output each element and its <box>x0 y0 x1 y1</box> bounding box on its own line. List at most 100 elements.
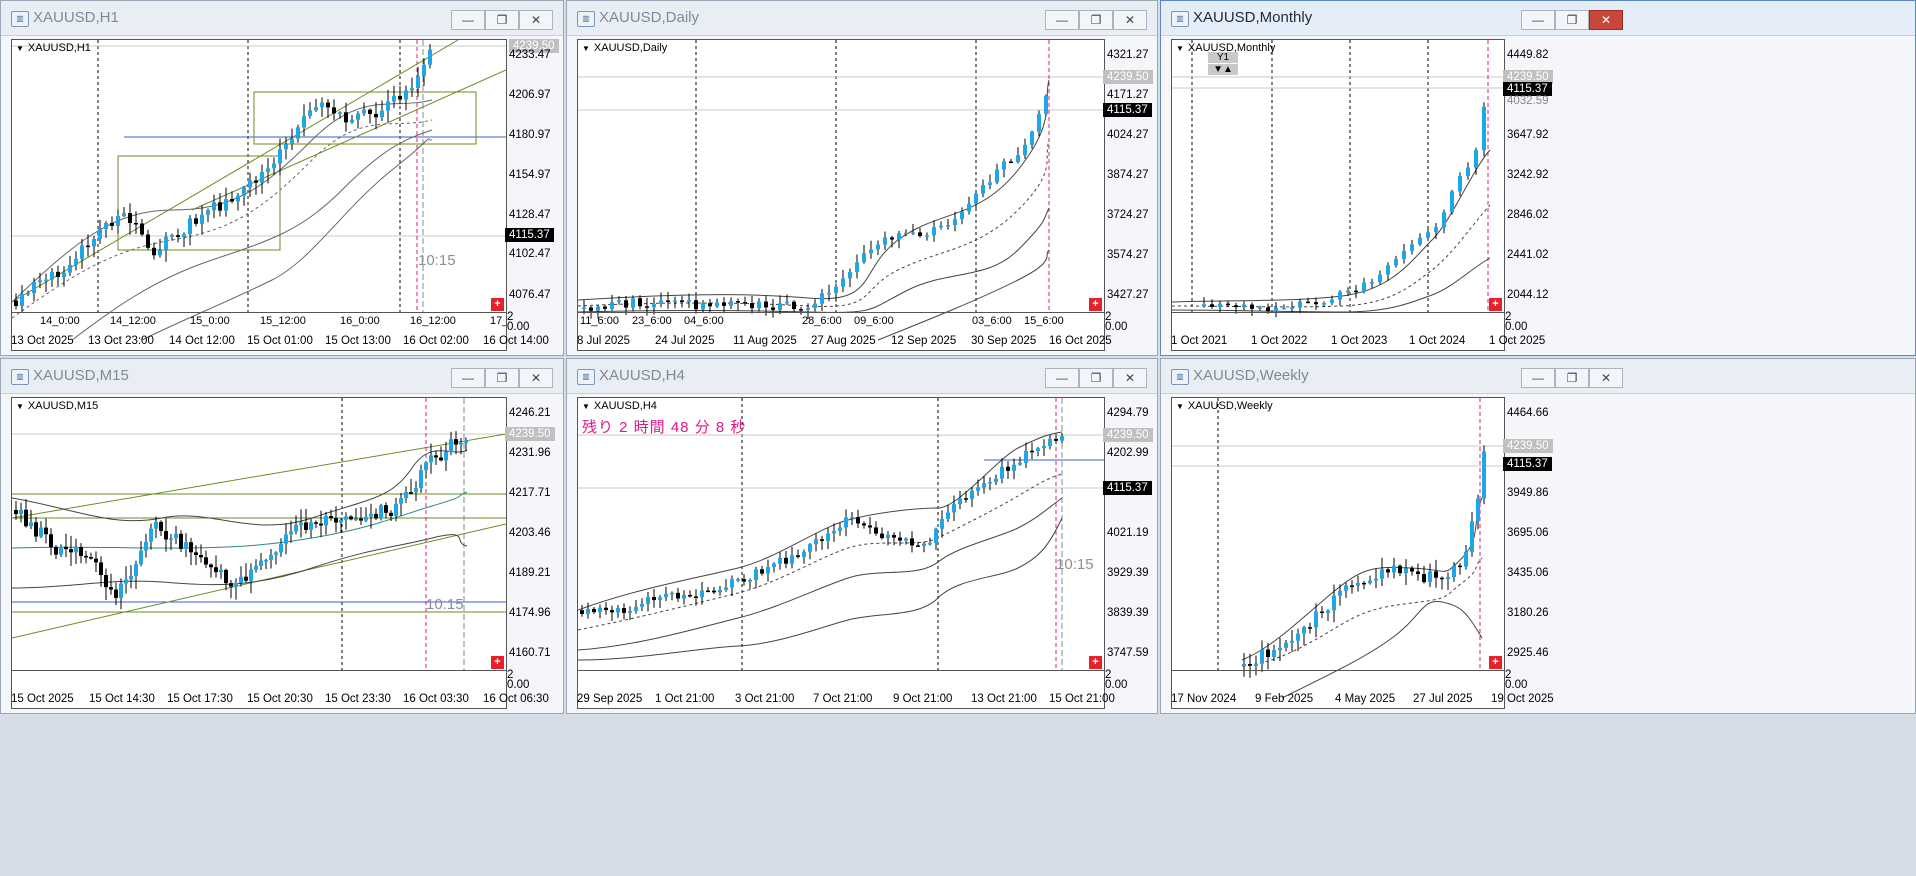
price-label: 4024.27 <box>1107 129 1149 141</box>
chart-symbol-label[interactable]: ▼ XAUUSD,Weekly <box>1176 400 1273 412</box>
price-axis[interactable]: 4321.27 4239.50 4171.27 4115.37 4024.27 … <box>1103 39 1159 349</box>
candle-body <box>338 112 342 114</box>
close-button[interactable]: ✕ <box>1589 368 1623 388</box>
candle-body <box>736 301 740 303</box>
window-titlebar[interactable]: ▥ XAUUSD,H1 — ❐ ✕ <box>1 1 563 36</box>
chart-window-monthly[interactable]: ▥ XAUUSD,Monthly — ❐ ✕ ▼ XAUUSD,Monthly Y… <box>1160 0 1916 356</box>
add-indicator-icon[interactable]: + <box>1489 298 1502 311</box>
candle-body <box>392 95 396 102</box>
close-button[interactable]: ✕ <box>1113 368 1147 388</box>
maximize-button[interactable]: ❐ <box>1079 368 1113 388</box>
price-axis[interactable]: 4246.21 4239.50 4231.96 4217.71 4203.46 … <box>505 397 565 707</box>
bid-price-tag: 4239.50 <box>1503 70 1553 84</box>
price-label: 3242.92 <box>1507 169 1549 181</box>
candle-body <box>918 232 922 237</box>
add-indicator-icon[interactable]: + <box>1089 298 1102 311</box>
add-indicator-icon[interactable]: + <box>491 298 504 311</box>
candle-body <box>236 195 240 202</box>
chart-plot-area[interactable]: ▼ XAUUSD,Weekly + <box>1171 397 1505 709</box>
candle-body <box>624 300 628 308</box>
close-button[interactable]: ✕ <box>519 368 553 388</box>
sub-window-axis <box>12 670 506 691</box>
minimize-button[interactable]: — <box>1045 10 1079 30</box>
price-label: 3695.06 <box>1507 527 1549 539</box>
sub-time-label: 09_6:00 <box>854 315 894 327</box>
candle-body <box>140 223 144 235</box>
price-label: 4217.71 <box>509 487 551 499</box>
add-indicator-icon[interactable]: + <box>1089 656 1102 669</box>
candle-body <box>434 455 438 458</box>
maximize-button[interactable]: ❐ <box>485 10 519 30</box>
candle-body <box>1422 574 1426 583</box>
candle-body <box>56 271 60 277</box>
minimize-button[interactable]: — <box>1045 368 1079 388</box>
chart-plot-area[interactable]: ▼ XAUUSD,H1 10:15 + 14_0:00 14_12:00 15_0… <box>11 39 507 351</box>
sub-zero-label: 0.00 <box>1505 321 1528 333</box>
maximize-button[interactable]: ❐ <box>1555 368 1589 388</box>
candle-body <box>239 576 243 583</box>
candle-body <box>399 498 403 504</box>
chart-window-h4[interactable]: ▥ XAUUSD,H4 — ❐ ✕ ▼ XAUUSD,H4 残り 2 時間 48 … <box>566 358 1158 714</box>
candle-body <box>1374 578 1378 581</box>
window-titlebar[interactable]: ▥ XAUUSD,Daily — ❐ ✕ <box>567 1 1157 36</box>
add-indicator-icon[interactable]: + <box>491 656 504 669</box>
chart-plot-area[interactable]: ▼ XAUUSD,Daily + 11_6:00 23_6:00 04_6:00 … <box>577 39 1105 351</box>
chart-plot-area[interactable]: ▼ XAUUSD,Monthly Y1 ▼▲ + <box>1171 39 1505 351</box>
window-titlebar[interactable]: ▥ XAUUSD,H4 — ❐ ✕ <box>567 359 1157 394</box>
price-axis[interactable]: 4294.79 4239.50 4202.99 4115.37 4021.19 … <box>1103 397 1159 707</box>
close-button[interactable]: ✕ <box>519 10 553 30</box>
chart-symbol-label[interactable]: ▼ XAUUSD,Daily <box>582 42 668 54</box>
minimize-button[interactable]: — <box>1521 368 1555 388</box>
candle-body <box>682 594 686 599</box>
candle-body <box>1398 565 1402 574</box>
period-separator-widget[interactable]: Y1 ▼▲ <box>1208 52 1238 76</box>
candle-body <box>364 516 368 521</box>
add-indicator-icon[interactable]: + <box>1489 656 1502 669</box>
chart-plot-area[interactable]: ▼ XAUUSD,M15 10:15 + <box>11 397 507 709</box>
chart-symbol-label[interactable]: ▼ XAUUSD,H4 <box>582 400 657 412</box>
chart-window-weekly[interactable]: ▥ XAUUSD,Weekly — ❐ ✕ ▼ XAUUSD,Weekly + 4… <box>1160 358 1916 714</box>
candle-body <box>1044 95 1048 115</box>
candle-body <box>592 608 596 613</box>
chart-window-m15[interactable]: ▥ XAUUSD,M15 — ❐ ✕ ▼ XAUUSD,M15 10:15 + <box>0 358 564 714</box>
bid-price-tag: 4239.50 <box>509 39 559 53</box>
minimize-button[interactable]: — <box>451 10 485 30</box>
chart-plot-area[interactable]: ▼ XAUUSD,H4 残り 2 時間 48 分 8 秒 10:15 + <box>577 397 1105 709</box>
candle-body <box>332 107 336 114</box>
candle-body <box>799 309 803 311</box>
candle-body <box>904 538 908 541</box>
maximize-button[interactable]: ❐ <box>1079 10 1113 30</box>
candle-body <box>589 307 593 311</box>
candle-body <box>964 498 968 500</box>
time-label: 16 Oct 14:00 <box>483 335 549 347</box>
chart-symbol-label[interactable]: ▼ XAUUSD,H1 <box>16 42 91 54</box>
candle-body <box>652 303 656 308</box>
close-button[interactable]: ✕ <box>1589 10 1623 30</box>
maximize-button[interactable]: ❐ <box>485 368 519 388</box>
chart-window-h1[interactable]: ▥ XAUUSD,H1 — ❐ ✕ ▼ XAUUSD,H1 10:15 <box>0 0 564 356</box>
candle-body <box>1282 307 1286 310</box>
minimize-button[interactable]: — <box>451 368 485 388</box>
maximize-button[interactable]: ❐ <box>1555 10 1589 30</box>
candle-body <box>688 594 692 597</box>
candle-body <box>422 64 426 77</box>
candle-body <box>368 109 372 114</box>
close-button[interactable]: ✕ <box>1113 10 1147 30</box>
window-titlebar[interactable]: ▥ XAUUSD,Monthly — ❐ ✕ <box>1161 1 1915 36</box>
price-axis[interactable]: 4239.50 4233.47 4206.97 4180.97 4154.97 … <box>505 39 565 349</box>
period-arrows-icon[interactable]: ▼▲ <box>1208 64 1238 75</box>
chart-symbol-label[interactable]: ▼ XAUUSD,Monthly <box>1176 42 1276 54</box>
price-axis[interactable]: 4464.66 4239.50 4115.37 3949.86 3695.06 … <box>1503 397 1567 707</box>
minimize-button[interactable]: — <box>1521 10 1555 30</box>
window-titlebar[interactable]: ▥ XAUUSD,Weekly — ❐ ✕ <box>1161 359 1915 394</box>
candle-body <box>874 527 878 534</box>
candle-body <box>1368 580 1372 584</box>
candle-body <box>784 557 788 564</box>
window-titlebar[interactable]: ▥ XAUUSD,M15 — ❐ ✕ <box>1 359 563 394</box>
chart-symbol-label[interactable]: ▼ XAUUSD,M15 <box>16 400 99 412</box>
price-axis[interactable]: 4449.82 4239.50 4115.37 4032.59 3647.92 … <box>1503 39 1567 349</box>
price-label: 4231.96 <box>509 447 551 459</box>
chart-window-daily[interactable]: ▥ XAUUSD,Daily — ❐ ✕ ▼ XAUUSD,Daily + 11_… <box>566 0 1158 356</box>
candle-body <box>14 300 18 307</box>
candle-body <box>1344 585 1348 591</box>
